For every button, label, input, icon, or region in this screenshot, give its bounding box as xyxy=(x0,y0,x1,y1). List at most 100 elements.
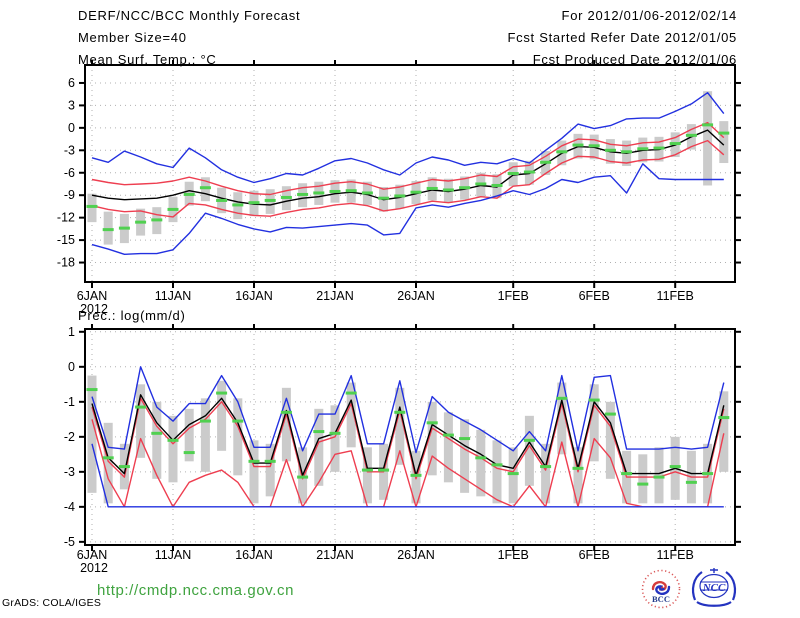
green-dash xyxy=(410,190,422,194)
green-dash xyxy=(604,412,616,416)
spread-bar xyxy=(281,387,291,462)
green-dash xyxy=(151,431,163,435)
series-upper-quartile-red xyxy=(91,397,725,480)
spread-bar xyxy=(524,415,534,486)
green-dash xyxy=(604,148,616,152)
series-ensemble-min-blue xyxy=(91,163,724,256)
green-dash xyxy=(345,391,357,395)
green-dash xyxy=(637,482,649,486)
spread-bar xyxy=(638,454,648,504)
green-dash xyxy=(556,150,568,154)
fcst-produced-label: Fcst Produced Date 2012/01/06 xyxy=(532,52,737,67)
x-tick-label: 26JAN xyxy=(397,548,435,562)
green-dash xyxy=(653,475,665,479)
bcc-logo: BCC xyxy=(640,568,682,610)
series-lower-quartile-red xyxy=(91,139,725,218)
page-title: DERF/NCC/BCC Monthly Forecast xyxy=(78,8,301,23)
green-dash xyxy=(378,468,390,472)
spread-bar xyxy=(233,398,243,476)
spread-bar xyxy=(152,401,162,479)
x-tick-label: 21JAN xyxy=(316,548,354,562)
green-dash xyxy=(556,396,568,400)
green-dash xyxy=(621,472,633,476)
green-dash xyxy=(459,186,471,190)
green-dash xyxy=(572,143,584,147)
green-dash xyxy=(248,459,260,463)
green-dash xyxy=(685,133,697,137)
green-dash xyxy=(86,388,98,392)
green-dash xyxy=(151,218,163,222)
green-dash xyxy=(118,465,130,469)
green-dash xyxy=(118,226,130,230)
grads-credit: GrADS: COLA/IGES xyxy=(2,597,102,609)
x-tick-label: 11JAN xyxy=(155,548,192,562)
green-dash xyxy=(248,201,260,205)
spread-bar xyxy=(719,121,729,164)
series-ensemble-median-black xyxy=(91,394,725,476)
website-url: http://cmdp.ncc.cma.gov.cn xyxy=(97,582,295,599)
green-dash xyxy=(426,186,438,190)
green-dash xyxy=(345,189,357,193)
x-tick-label: 11FEB xyxy=(657,548,694,562)
spread-bar xyxy=(460,419,470,493)
spread-bar xyxy=(330,405,340,472)
green-dash xyxy=(313,430,325,434)
green-dash xyxy=(280,410,292,414)
plot-border xyxy=(84,64,736,283)
spread-bar xyxy=(541,443,551,504)
green-dash xyxy=(491,183,503,187)
spread-bar xyxy=(573,447,583,504)
green-dash xyxy=(523,438,535,442)
green-dash xyxy=(621,150,633,154)
green-dash xyxy=(297,475,309,479)
y-tick-label: -9 xyxy=(64,188,75,202)
x-tick-label: 16JAN xyxy=(235,548,273,562)
series-ensemble-min-blue xyxy=(91,443,724,508)
y-tick-label: 0 xyxy=(68,121,75,135)
y-tick-label: -4 xyxy=(64,500,75,514)
green-dash xyxy=(410,473,422,477)
x-tick-sublabel: 2012 xyxy=(80,302,108,316)
green-dash xyxy=(426,421,438,425)
y-tick-label: 1 xyxy=(68,325,75,339)
green-dash xyxy=(232,419,244,423)
green-dash xyxy=(702,123,714,127)
spread-bar xyxy=(508,447,518,504)
spread-bar xyxy=(314,408,324,486)
spread-bar xyxy=(443,412,453,483)
x-tick-label: 6JAN xyxy=(77,548,108,562)
spread-bar xyxy=(395,387,405,465)
ncc-logo: NCC xyxy=(689,567,739,609)
green-dash xyxy=(475,456,487,460)
prec-chart-title: Prec.: log(mm/d) xyxy=(78,308,186,323)
spread-bar xyxy=(605,401,615,479)
x-tick-label: 11FEB xyxy=(657,289,694,303)
green-dash xyxy=(280,195,292,199)
green-dash xyxy=(637,147,649,151)
y-tick-label: 0 xyxy=(68,360,75,374)
green-dash xyxy=(491,463,503,467)
green-dash xyxy=(329,431,341,435)
green-dash xyxy=(264,459,276,463)
series-ensemble-median-black xyxy=(91,129,725,206)
fcst-started-label: Fcst Started Refer Date 2012/01/05 xyxy=(507,30,737,45)
spread-bar xyxy=(200,398,210,472)
green-dash xyxy=(86,204,98,208)
green-dash xyxy=(297,192,309,196)
spread-bar xyxy=(265,443,275,497)
spread-bar xyxy=(703,91,713,186)
green-dash xyxy=(216,198,228,202)
green-dash xyxy=(588,398,600,402)
x-tick-label: 26JAN xyxy=(397,289,435,303)
x-tick-sublabel: 2012 xyxy=(80,561,108,575)
green-dash xyxy=(507,172,519,175)
plot-border xyxy=(84,328,736,546)
y-tick-label: 3 xyxy=(68,98,75,112)
x-tick-label: 1FEB xyxy=(498,548,529,562)
green-dash xyxy=(135,405,147,409)
green-dash xyxy=(183,192,195,196)
green-dash xyxy=(442,188,454,192)
green-dash xyxy=(540,465,552,469)
forecast-range-label: For 2012/01/06-2012/02/14 xyxy=(561,8,737,23)
green-dash xyxy=(718,416,730,420)
